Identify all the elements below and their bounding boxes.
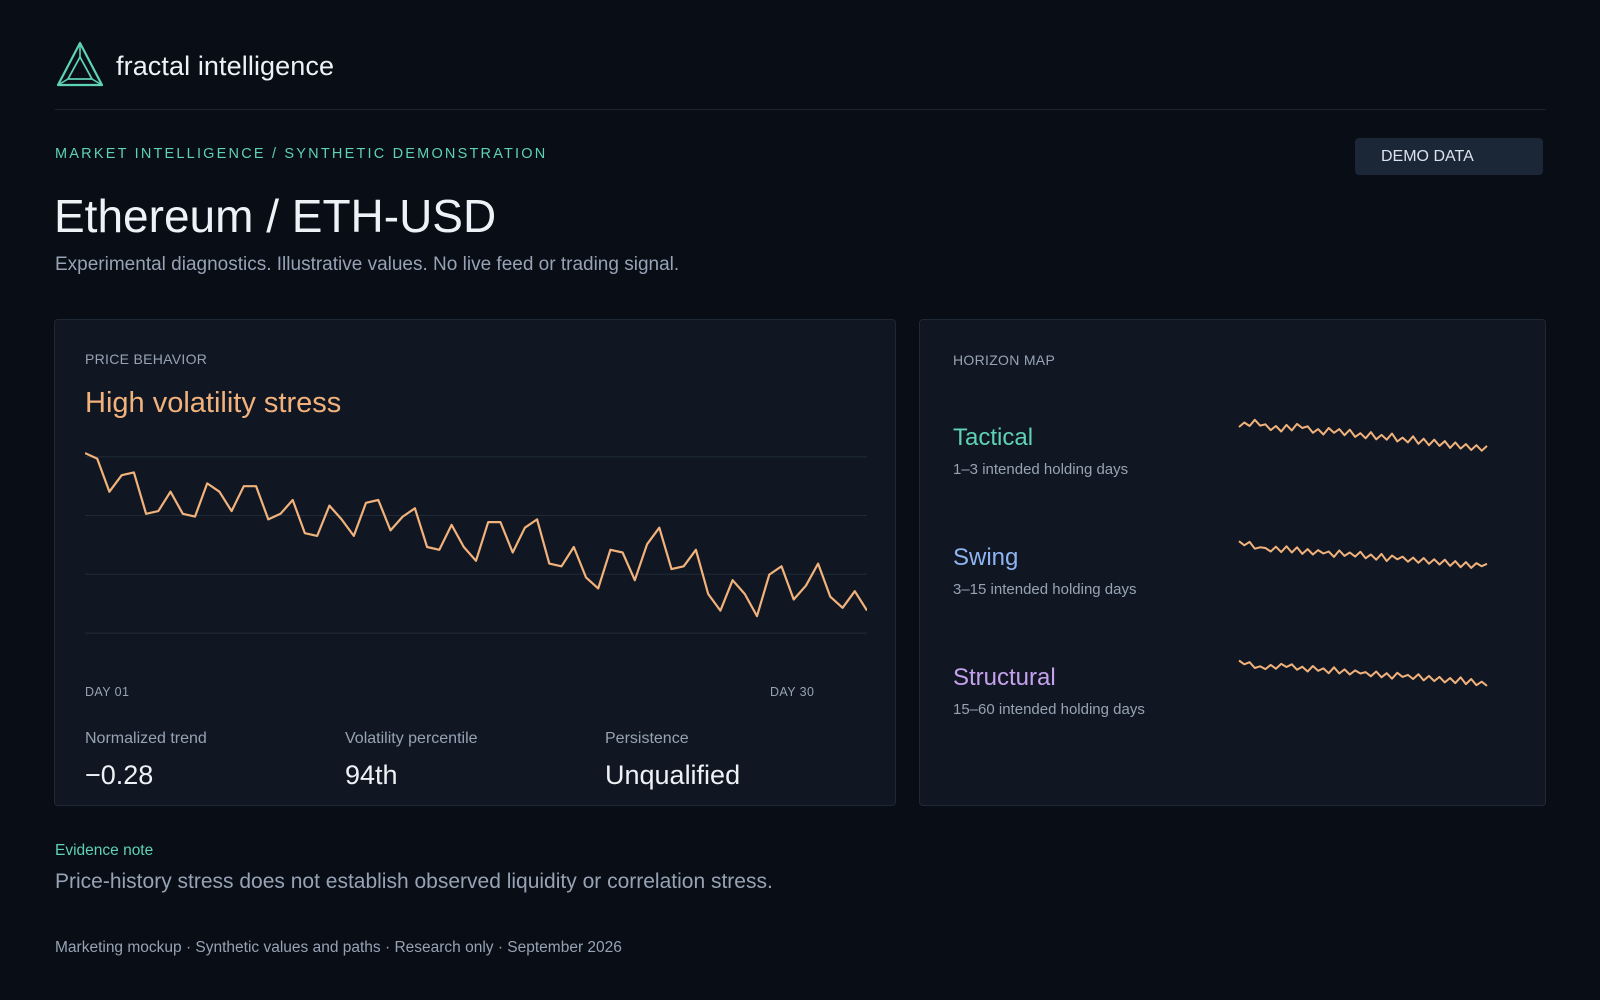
- page-subtitle: Experimental diagnostics. Illustrative v…: [55, 254, 680, 275]
- stat-label-volatility: Volatility percentile: [345, 730, 478, 747]
- price-behavior-label: PRICE BEHAVIOR: [85, 351, 208, 367]
- stat-value-persistence: Unqualified: [605, 760, 741, 790]
- x-axis-start-label: DAY 01: [85, 685, 130, 699]
- demo-data-badge: DEMO DATA: [1355, 138, 1543, 175]
- brand-name: fractal intelligence: [116, 51, 335, 81]
- stat-label-persistence: Persistence: [605, 730, 689, 747]
- horizon-structural-name: Structural: [953, 664, 1056, 691]
- horizon-map-label: HORIZON MAP: [953, 352, 1056, 368]
- horizon-tactical-name: Tactical: [953, 424, 1034, 451]
- horizon-map-card: HORIZON MAP Tactical 1–3 intended holdin…: [919, 319, 1546, 806]
- price-chart: [85, 452, 867, 634]
- triangle-logo-icon: [56, 41, 104, 87]
- horizon-swing-sparkline: [1238, 540, 1488, 569]
- stat-label-trend: Normalized trend: [85, 730, 207, 747]
- horizon-sparkline-path: [1238, 659, 1488, 687]
- evidence-note-label: Evidence note: [55, 842, 154, 859]
- horizon-sparkline-path: [1238, 540, 1488, 569]
- evidence-note-text: Price-history stress does not establish …: [55, 870, 773, 893]
- horizon-tactical-sparkline: [1238, 418, 1488, 452]
- horizon-structural-sparkline: [1238, 659, 1488, 687]
- stat-value-volatility: 94th: [345, 760, 398, 790]
- price-series-line: [85, 452, 867, 618]
- horizon-swing-name: Swing: [953, 544, 1019, 571]
- horizon-sparkline-path: [1238, 418, 1488, 452]
- horizon-swing-desc: 3–15 intended holding days: [953, 581, 1137, 598]
- footer-text: Marketing mockup · Synthetic values and …: [55, 939, 622, 956]
- page-title: Ethereum / ETH-USD: [54, 190, 497, 242]
- price-behavior-card: PRICE BEHAVIOR High volatility stress DA…: [54, 319, 896, 806]
- price-state-headline: High volatility stress: [85, 387, 342, 419]
- breadcrumb: MARKET INTELLIGENCE / SYNTHETIC DEMONSTR…: [55, 146, 548, 162]
- header-divider: [55, 109, 1546, 110]
- x-axis-end-label: DAY 30: [770, 685, 815, 699]
- horizon-structural-desc: 15–60 intended holding days: [953, 701, 1145, 718]
- horizon-tactical-desc: 1–3 intended holding days: [953, 461, 1129, 478]
- stat-value-trend: −0.28: [85, 760, 154, 790]
